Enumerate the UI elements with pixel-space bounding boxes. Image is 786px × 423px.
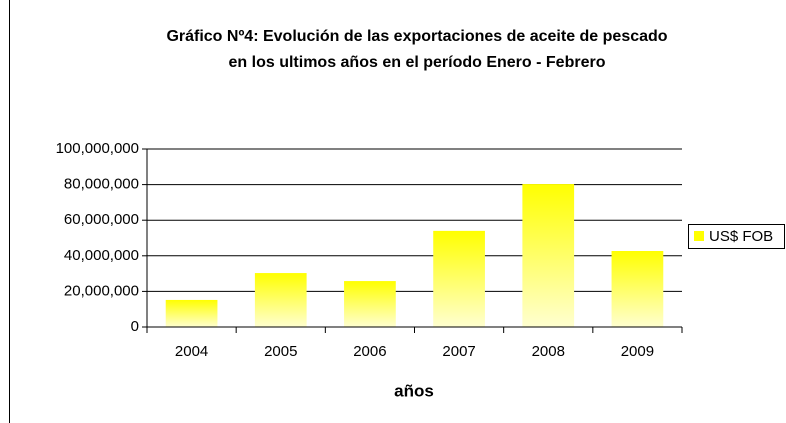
bar bbox=[165, 299, 218, 327]
x-tick-label: 2007 bbox=[442, 343, 475, 360]
y-tick-label: 100,000,000 bbox=[56, 140, 139, 157]
bar bbox=[611, 250, 664, 327]
bar bbox=[433, 230, 485, 327]
bar bbox=[254, 273, 307, 327]
y-tick-label: 0 bbox=[131, 318, 139, 335]
legend-swatch bbox=[694, 231, 704, 241]
y-tick-label: 80,000,000 bbox=[64, 176, 139, 193]
x-tick-label: 2009 bbox=[621, 343, 654, 360]
chart-frame bbox=[9, 0, 786, 423]
bar bbox=[522, 184, 575, 327]
legend-box bbox=[688, 224, 785, 249]
x-axis-label: años bbox=[394, 381, 434, 400]
legend-label: US$ FOB bbox=[709, 228, 773, 245]
bar bbox=[344, 281, 396, 327]
x-tick-label: 2005 bbox=[264, 343, 297, 360]
y-tick-label: 20,000,000 bbox=[64, 282, 139, 299]
chart-title: Gráfico Nº4: Evolución de las exportacio… bbox=[166, 28, 667, 45]
chart-title: en los ultimos años en el período Enero … bbox=[229, 54, 606, 71]
y-tick-label: 60,000,000 bbox=[64, 211, 139, 228]
x-tick-label: 2008 bbox=[532, 343, 565, 360]
y-tick-label: 40,000,000 bbox=[64, 247, 139, 264]
x-tick-label: 2004 bbox=[175, 343, 208, 360]
x-tick-label: 2006 bbox=[353, 343, 386, 360]
